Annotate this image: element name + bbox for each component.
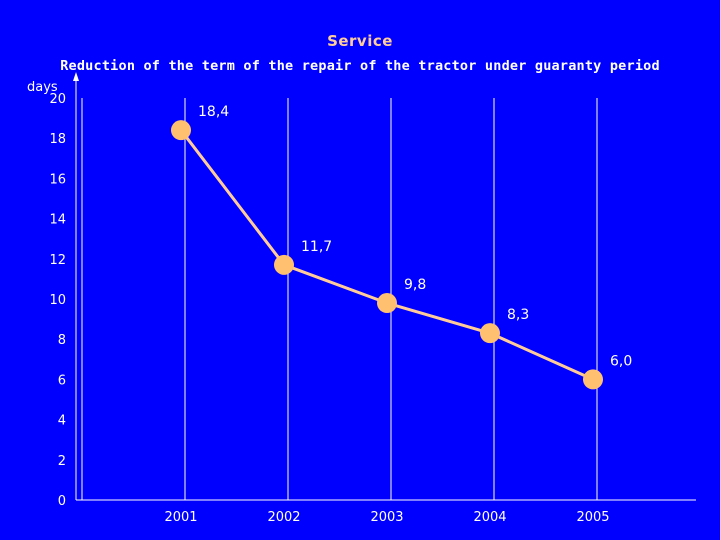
data-point <box>171 120 191 141</box>
chart-subtitle: Reduction of the term of the repair of t… <box>60 58 660 74</box>
y-tick-label: 14 <box>49 213 66 228</box>
x-tick-label: 2003 <box>370 510 403 525</box>
y-tick-label: 18 <box>49 132 66 147</box>
y-axis-label: days <box>27 80 58 95</box>
data-label: 6,0 <box>610 353 632 369</box>
x-tick-label: 2002 <box>267 510 300 525</box>
chart-title: Service <box>327 32 393 50</box>
y-tick-label: 12 <box>49 253 66 268</box>
data-point <box>274 254 294 275</box>
y-tick-label: 0 <box>58 494 66 509</box>
x-tick-label: 2004 <box>473 510 506 525</box>
data-label: 18,4 <box>198 104 229 120</box>
y-tick-label: 2 <box>58 454 66 469</box>
x-tick-label: 2005 <box>576 510 609 525</box>
data-label: 8,3 <box>507 307 529 323</box>
y-tick-label: 8 <box>58 333 66 348</box>
series-line <box>179 129 594 381</box>
data-point <box>480 323 500 344</box>
y-axis-arrow <box>73 72 79 81</box>
y-tick-label: 6 <box>58 373 66 388</box>
data-label: 11,7 <box>301 239 332 255</box>
y-tick-label: 20 <box>49 92 66 107</box>
y-tick-label: 10 <box>49 293 66 308</box>
y-tick-label: 4 <box>58 414 66 429</box>
x-tick-label: 2001 <box>164 510 197 525</box>
data-point <box>583 369 603 390</box>
data-point <box>377 293 397 314</box>
data-label: 9,8 <box>404 277 426 293</box>
y-tick-label: 16 <box>49 172 66 187</box>
